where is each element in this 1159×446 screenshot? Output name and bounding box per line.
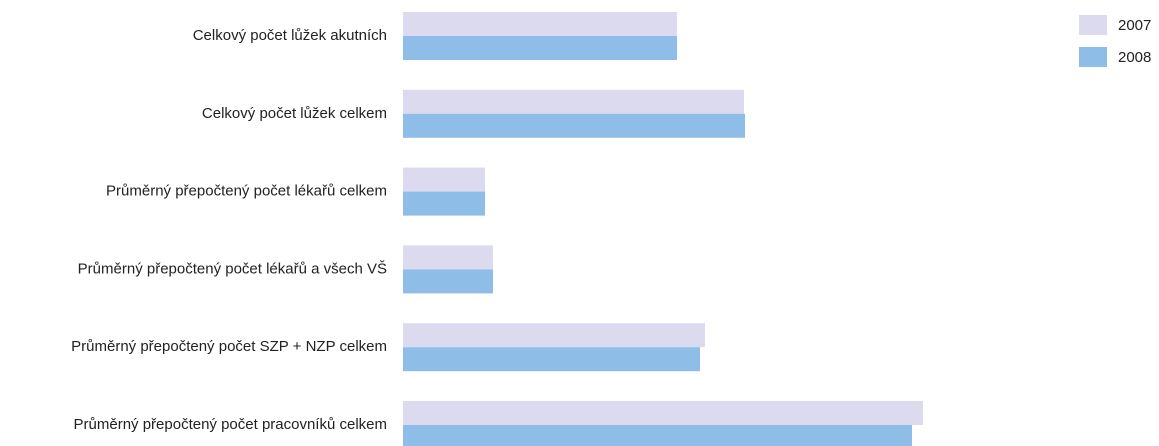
legend-label-2008: 2008 [1118, 49, 1151, 66]
category-label: Celkový počet lůžek celkem [202, 105, 387, 122]
category-labels: Celkový počet lůžek akutních Celkový poče… [71, 27, 387, 433]
category-label: Průměrný přepočtený počet pracovníků cel… [74, 416, 387, 433]
bar-2008-1 [403, 36, 677, 60]
category-label: Celkový počet lůžek akutních [193, 27, 387, 44]
category-label: Průměrný přepočtený počet SZP + NZP celk… [71, 338, 387, 355]
bar-2007-4 [403, 245, 493, 270]
legend-swatch-2007 [1079, 15, 1107, 35]
legend: 2007 2008 [1079, 15, 1151, 67]
bar-2008-3 [403, 191, 485, 216]
bar-2007-3 [403, 167, 485, 192]
bar-2007-1 [403, 12, 677, 36]
legend-label-2007: 2007 [1118, 17, 1151, 34]
category-label: Průměrný přepočtený počet lékařů celkem [106, 183, 387, 200]
category-label: Průměrný přepočtený počet lékařů a všech… [78, 260, 387, 277]
bar-2008-4 [403, 269, 493, 294]
bar-2007-5 [403, 323, 705, 348]
bar-2007-6 [403, 401, 923, 425]
bars [403, 12, 923, 446]
bar-2008-2 [403, 113, 745, 138]
legend-swatch-2008 [1079, 47, 1107, 67]
bar-2007-2 [403, 89, 744, 114]
bar-2008-6 [403, 425, 912, 446]
bar-2008-5 [403, 347, 700, 372]
